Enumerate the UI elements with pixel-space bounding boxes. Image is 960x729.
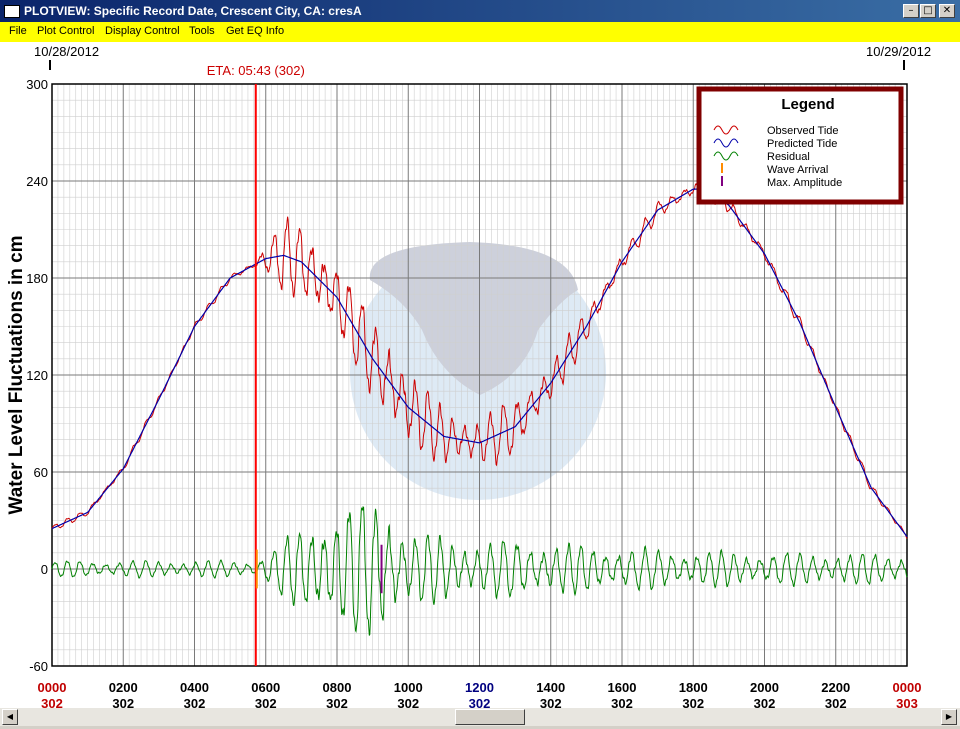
noaa-watermark-icon bbox=[350, 242, 606, 500]
x-tick-time-label: 1400 bbox=[536, 680, 565, 695]
x-tick-time-label: 1000 bbox=[394, 680, 423, 695]
menu-file[interactable]: File bbox=[9, 25, 27, 37]
legend-swatch bbox=[713, 151, 739, 161]
y-tick-label: 0 bbox=[41, 562, 48, 577]
x-tick-day-label: 302 bbox=[540, 696, 562, 708]
menu-get-eq-info[interactable]: Get EQ Info bbox=[226, 25, 285, 37]
x-tick-day-label: 302 bbox=[326, 696, 348, 708]
window-title: PLOTVIEW: Specific Record Date, Crescent… bbox=[24, 4, 362, 18]
minimize-icon[interactable]: – bbox=[903, 4, 919, 18]
x-axis-ticks: 0000302020030204003020600302080030210003… bbox=[38, 680, 922, 711]
x-tick-day-label: 302 bbox=[397, 696, 419, 708]
plot-area: -60 0 60 120 180 240 300 0000 302 0200 302 0400 302… bbox=[0, 42, 960, 711]
legend-swatch bbox=[713, 138, 739, 148]
y-axis-ticks: -60 0 60 120 180 240 300 bbox=[26, 77, 48, 674]
x-tick-time-label: 2200 bbox=[821, 680, 850, 695]
x-tick-time-label: 0600 bbox=[251, 680, 280, 695]
legend-swatch bbox=[713, 125, 739, 135]
window-icon bbox=[4, 5, 20, 18]
x-tick-time-label: 2000 bbox=[750, 680, 779, 695]
scroll-left-icon[interactable]: ◀ bbox=[2, 709, 18, 725]
x-tick-day-label: 302 bbox=[255, 696, 277, 708]
horizontal-scrollbar[interactable]: ◀ ▶ bbox=[0, 708, 960, 726]
legend-title: Legend bbox=[781, 96, 834, 113]
x-tick-day-label: 302 bbox=[469, 696, 491, 708]
menu-plot-control[interactable]: Plot Control bbox=[37, 25, 95, 37]
x-tick-day-label: 302 bbox=[41, 696, 63, 708]
eta-label: ETA: 05:43 (302) bbox=[207, 63, 305, 78]
x-tick-time-label: 0200 bbox=[109, 680, 138, 695]
x-tick-day-label: 302 bbox=[112, 696, 134, 708]
title-bar: PLOTVIEW: Specific Record Date, Crescent… bbox=[0, 0, 960, 22]
maximize-icon[interactable]: □ bbox=[920, 4, 936, 18]
menu-bar: File Plot Control Display Control Tools … bbox=[0, 22, 960, 42]
x-tick-time-label: 1800 bbox=[679, 680, 708, 695]
legend-entry-label: Observed Tide bbox=[767, 125, 839, 137]
y-tick-label: 60 bbox=[34, 465, 48, 480]
close-icon[interactable]: ✕ bbox=[939, 4, 955, 18]
x-tick-time-label: 0000 bbox=[38, 680, 67, 695]
plot-frame bbox=[51, 83, 908, 667]
observed-tide-series-line bbox=[51, 183, 908, 539]
legend-entry-label: Wave Arrival bbox=[767, 164, 828, 176]
y-tick-label: -60 bbox=[29, 659, 48, 674]
date-end-label: 10/29/2012 bbox=[866, 44, 931, 59]
x-tick-time-label: 0000 bbox=[893, 680, 922, 695]
menu-display-control[interactable]: Display Control bbox=[105, 25, 180, 37]
x-tick-time-label: 0800 bbox=[323, 680, 352, 695]
x-tick-time-label: 0400 bbox=[180, 680, 209, 695]
menu-tools[interactable]: Tools bbox=[189, 25, 215, 37]
x-tick-time-label: 1200 bbox=[465, 680, 494, 695]
scroll-right-icon[interactable]: ▶ bbox=[941, 709, 957, 725]
x-tick-day-label: 302 bbox=[184, 696, 206, 708]
legend-entry-label: Predicted Tide bbox=[767, 138, 837, 150]
legend-entry-label: Residual bbox=[767, 151, 810, 163]
y-tick-label: 240 bbox=[26, 174, 48, 189]
x-tick-day-label: 302 bbox=[754, 696, 776, 708]
legend-entry-label: Max. Amplitude bbox=[767, 177, 842, 189]
x-tick-time-label: 1600 bbox=[608, 680, 637, 695]
y-tick-label: 180 bbox=[26, 271, 48, 286]
y-tick-label: 120 bbox=[26, 368, 48, 383]
x-tick-day-label: 302 bbox=[611, 696, 633, 708]
y-axis-label: Water Level Fluctuations in cm bbox=[6, 235, 27, 514]
x-tick-day-label: 302 bbox=[682, 696, 704, 708]
residual-series-line bbox=[51, 506, 908, 636]
x-tick-day-label: 303 bbox=[896, 696, 918, 708]
x-tick-day-label: 302 bbox=[825, 696, 847, 708]
scrollbar-thumb[interactable] bbox=[455, 709, 525, 725]
predicted-tide-series-line bbox=[51, 188, 908, 538]
date-start-label: 10/28/2012 bbox=[34, 44, 99, 59]
y-tick-label: 300 bbox=[26, 77, 48, 92]
